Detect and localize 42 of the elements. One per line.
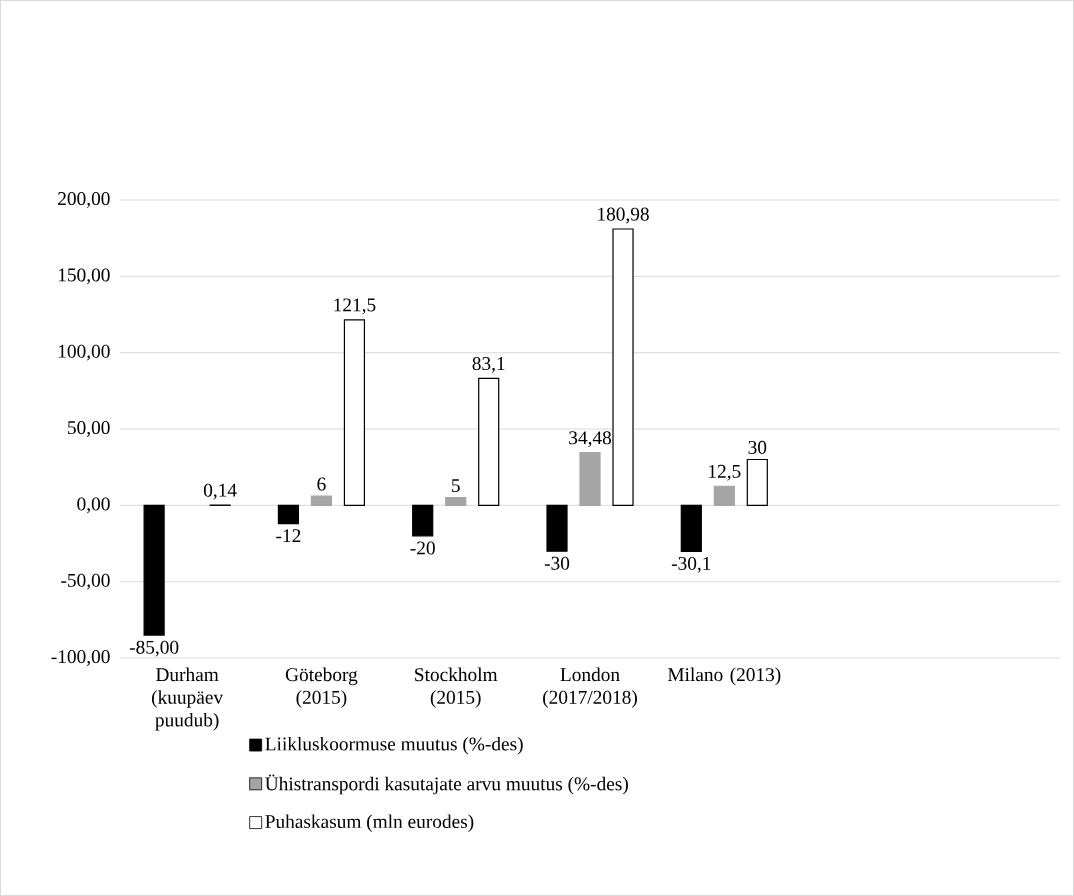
y-tick-label: 0,00 [77, 497, 110, 514]
data-label: 121,5 [334, 298, 376, 315]
data-label: 6 [317, 477, 326, 491]
legend-label: Liikluskoormuse muutus (%-des) [265, 736, 523, 755]
y-tick-label: -100,00 [51, 650, 110, 666]
bar [310, 495, 333, 506]
bar [478, 377, 500, 506]
legend-label: Puhaskasum (mln eurodes) [265, 814, 474, 832]
bar [343, 319, 366, 506]
bar [713, 485, 735, 506]
bar [277, 504, 300, 525]
data-label: -30,1 [671, 556, 711, 573]
x-tick-label: London (2017/2018) [543, 667, 637, 708]
bar [680, 504, 702, 552]
y-tick-label: 150,00 [58, 268, 110, 285]
y-tick-label: 50,00 [68, 421, 110, 437]
y-tick-label: 100,00 [58, 344, 110, 361]
x-tick-label: Milano (2013) [667, 667, 781, 686]
data-label: -12 [276, 529, 301, 543]
data-label: 30 [748, 440, 767, 454]
bar [412, 504, 434, 537]
data-label: 180,98 [598, 207, 649, 224]
legend-label: Ühistranspordi kasutajate arvu muutus (%-des) [265, 774, 628, 795]
bar [546, 504, 568, 552]
bar [612, 228, 634, 506]
data-label: -30 [544, 556, 570, 570]
bar [746, 458, 768, 506]
y-tick-label: 200,00 [58, 192, 110, 208]
bar [143, 504, 165, 636]
data-label: 12,5 [709, 464, 741, 481]
data-label: 83,1 [472, 357, 505, 373]
bar [445, 497, 467, 506]
data-label: 0,14 [203, 483, 237, 500]
data-label: -20 [410, 541, 435, 555]
x-tick-label: Durham (kuupäev puudub) [152, 667, 224, 731]
x-tick-label: Göteborg (2015) [285, 667, 358, 708]
x-tick-label: Stockholm (2015) [415, 667, 498, 708]
y-tick-label: -50,00 [61, 573, 110, 590]
bar [579, 452, 601, 506]
data-label: 34,48 [569, 431, 612, 448]
data-label: -85,00 [129, 640, 179, 657]
data-label: 5 [452, 479, 460, 493]
